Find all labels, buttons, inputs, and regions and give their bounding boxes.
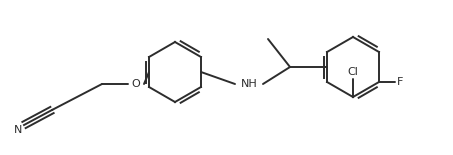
Text: NH: NH — [241, 79, 257, 89]
Text: N: N — [14, 125, 22, 135]
Text: Cl: Cl — [347, 67, 358, 77]
Text: O: O — [132, 79, 140, 89]
Text: F: F — [397, 77, 403, 87]
